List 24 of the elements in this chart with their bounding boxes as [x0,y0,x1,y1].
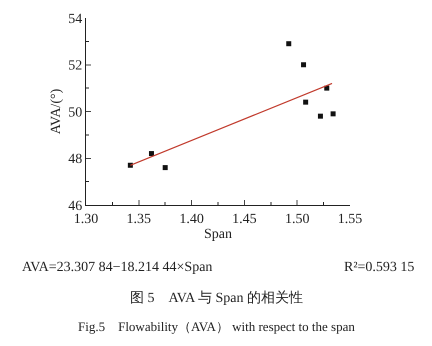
point [162,165,168,170]
point [318,114,323,119]
x-tick-label: 1.35 [126,212,152,227]
caption: 图 5 AVA 与 Span 的相关性 [130,290,303,306]
point [148,151,154,156]
caption: Fig.5 Flowability（AVA） with respect to the span [78,319,356,334]
y-tick-label: 50 [68,105,82,120]
point [286,41,292,46]
text: AVA=23.307 84−18.214 44×Span [22,260,212,275]
x-tick-label: 1.30 [74,212,98,227]
x-tick-label: 1.40 [179,212,204,227]
y-tick-label: 46 [68,198,82,214]
text: R²=0.593 15 [344,260,414,275]
point [303,100,308,105]
y-axis-title: AVA/(°) [48,88,64,134]
y-tick-label: 52 [68,58,82,74]
x-tick-label: 1.55 [338,212,362,227]
y-tick-label: 48 [68,152,82,168]
point [301,62,306,68]
x-axis-title: Span [204,227,232,242]
y-tick-label: 54 [68,12,82,27]
point [330,111,336,116]
x-tick-label: 1.50 [284,212,310,227]
x-tick-label: 1.45 [232,212,257,227]
